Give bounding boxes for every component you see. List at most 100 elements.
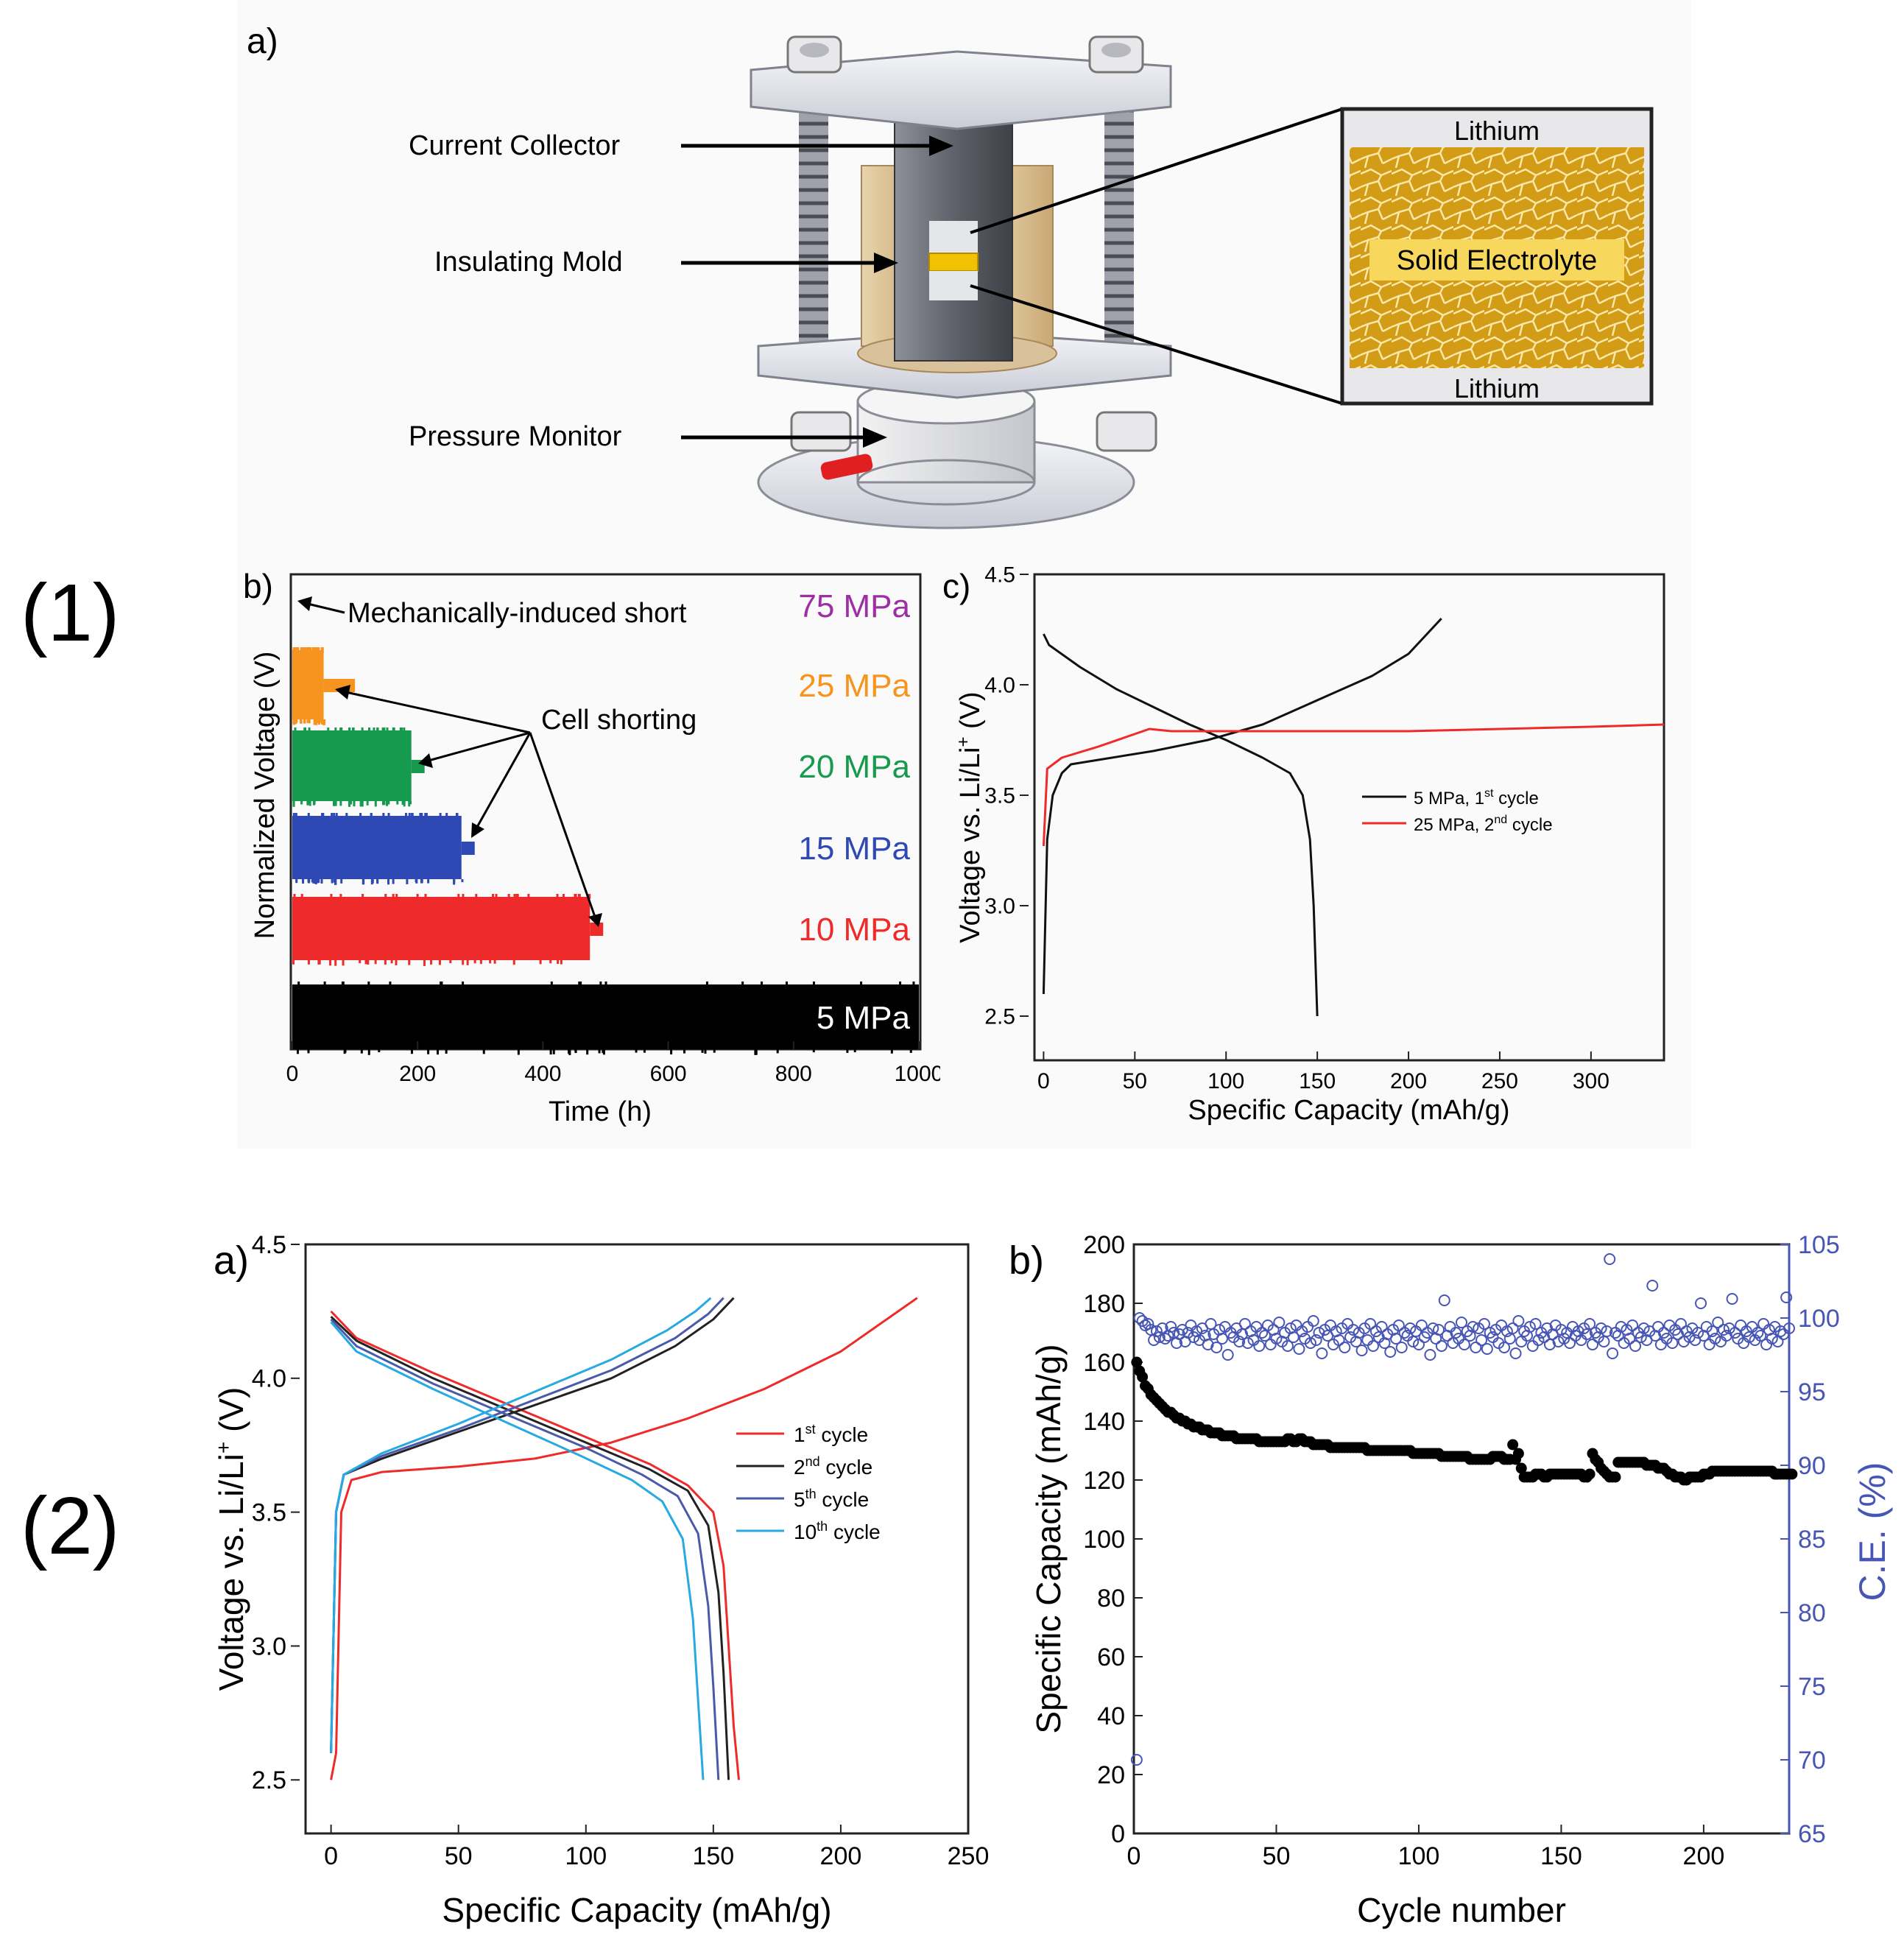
ce-point (1130, 1754, 1143, 1766)
bar-noise-1b (683, 1049, 686, 1054)
bar-noise-1b (294, 727, 297, 731)
bar-noise-1b (332, 801, 335, 806)
bar-noise-1b (705, 982, 708, 985)
bar-noise-1b (776, 1049, 779, 1054)
bar-noise-1b (314, 719, 317, 725)
bar-noise-1b (322, 813, 325, 817)
panel-1b-label: b) (243, 567, 273, 605)
bar-noise-1b (304, 727, 307, 733)
series-label-1b: 75 MPa (798, 588, 910, 624)
bars-1b: 5 MPa 10 MPa 15 MPa 20 MPa 25 MPa 75 MPa (292, 588, 919, 1055)
ce-point (1752, 1327, 1764, 1339)
ce-point (1657, 1327, 1670, 1339)
group-label-2: (2) (21, 1481, 119, 1571)
annotation-arrows-1b (297, 596, 602, 927)
bar-tail-1b-2 (461, 842, 475, 855)
ce-point (1735, 1319, 1747, 1331)
bar-noise-1b (297, 982, 300, 986)
bar-noise-1b (578, 894, 581, 898)
ce-point (1712, 1317, 1724, 1328)
bar-noise-1b (318, 960, 321, 965)
bar-noise-1b (302, 879, 305, 884)
bar-noise-1b (475, 894, 478, 898)
hex-nut-right (1096, 411, 1157, 452)
ce-point (1142, 1318, 1154, 1330)
bar-noise-1b (420, 879, 423, 884)
ce-point (1450, 1327, 1462, 1339)
bar-noise-1b (300, 647, 303, 652)
ce-point (1755, 1330, 1767, 1342)
bar-noise-1b (604, 982, 607, 987)
ce-point (1241, 1337, 1254, 1349)
bar-noise-1b (507, 894, 510, 900)
bar-noise-1b (306, 801, 309, 805)
axes-1c: 0 50 100 150 200 250 300 2.5 3.0 3.5 4.0 4.5 (984, 563, 1609, 1094)
bar-noise-1b (602, 1049, 604, 1054)
series-label-1b: 5 MPa (817, 1000, 911, 1036)
bar-noise-1b (300, 894, 303, 898)
bar-noise-1b (550, 982, 553, 987)
ce-point (1364, 1318, 1377, 1330)
y-tick-label-2b: 180 (1083, 1290, 1125, 1318)
ce-point (1404, 1322, 1417, 1334)
bar-noise-1b (462, 960, 465, 965)
bar-noise-1b (599, 982, 602, 985)
ce-point (1509, 1347, 1522, 1359)
panel-1c-label: c) (942, 567, 970, 605)
callout-arrows (681, 108, 1343, 448)
y-tick-label-2b: 160 (1083, 1349, 1125, 1377)
bar-noise-1b (527, 894, 530, 898)
y-tick-label-2b: 140 (1083, 1408, 1125, 1436)
series-line-1-0 (330, 1297, 735, 1753)
bar-noise-1b (334, 727, 337, 733)
ce-point (1233, 1336, 1246, 1347)
ce-point (1165, 1321, 1177, 1333)
bar-noise-1b (755, 1049, 758, 1055)
bar-noise-1b (462, 894, 465, 898)
ce-point (1395, 1342, 1408, 1353)
bar-noise-1b (333, 813, 336, 818)
ce-point (1264, 1339, 1277, 1350)
x-tick-label: 200 (820, 1842, 862, 1870)
bar-noise-1b (493, 960, 496, 964)
bar-noise-1b (420, 813, 423, 819)
bar-1b-5-mpa (292, 984, 919, 1049)
bar-noise-1b (303, 719, 306, 724)
y-tick-label: 4.5 (984, 563, 1015, 588)
ce-point (1757, 1318, 1770, 1330)
ce-point (1695, 1297, 1707, 1309)
bar-1b-10-mpa (292, 897, 590, 960)
bar-noise-1b (307, 960, 310, 965)
bar-noise-1b (308, 801, 311, 806)
bar-noise-1b (466, 960, 469, 965)
bar-noise-1b (311, 647, 314, 652)
bar-noise-1b (489, 960, 492, 964)
bar-noise-1b (403, 801, 406, 807)
series-label-1b: 10 MPa (798, 912, 910, 948)
bar-noise-1b (404, 813, 407, 817)
pressure-monitor-bottom (856, 459, 1036, 506)
bar-noise-1b (321, 647, 324, 651)
inset-lithium-bottom: Lithium (1454, 373, 1540, 404)
bar-noise-1b (366, 801, 369, 806)
x-tick-label-2b: 200 (1683, 1842, 1725, 1870)
x-tick-label-2b: 100 (1398, 1842, 1440, 1870)
bar-noise-1b (430, 960, 433, 965)
bar-noise-1b (295, 879, 298, 884)
bar-noise-1b (462, 982, 465, 987)
bar-noise-1b (392, 894, 395, 899)
bar-noise-1b (308, 647, 311, 651)
bar-noise-1b (392, 727, 395, 733)
capacity-point (1786, 1468, 1798, 1480)
panel-1a-label: a) (247, 22, 278, 61)
bar-noise-1b (367, 982, 370, 987)
ce-point (1273, 1317, 1286, 1328)
bar-noise-1b (345, 813, 348, 819)
ce-point (1424, 1349, 1436, 1361)
bar-noise-1b (350, 801, 353, 805)
bar-1b-20-mpa (292, 730, 412, 801)
y-tick-label-right-2b: 100 (1798, 1305, 1840, 1333)
bar-noise-1b (317, 879, 320, 884)
bar-noise-1b (456, 813, 459, 817)
annotation-cell-shorting: Cell shorting (541, 705, 697, 736)
